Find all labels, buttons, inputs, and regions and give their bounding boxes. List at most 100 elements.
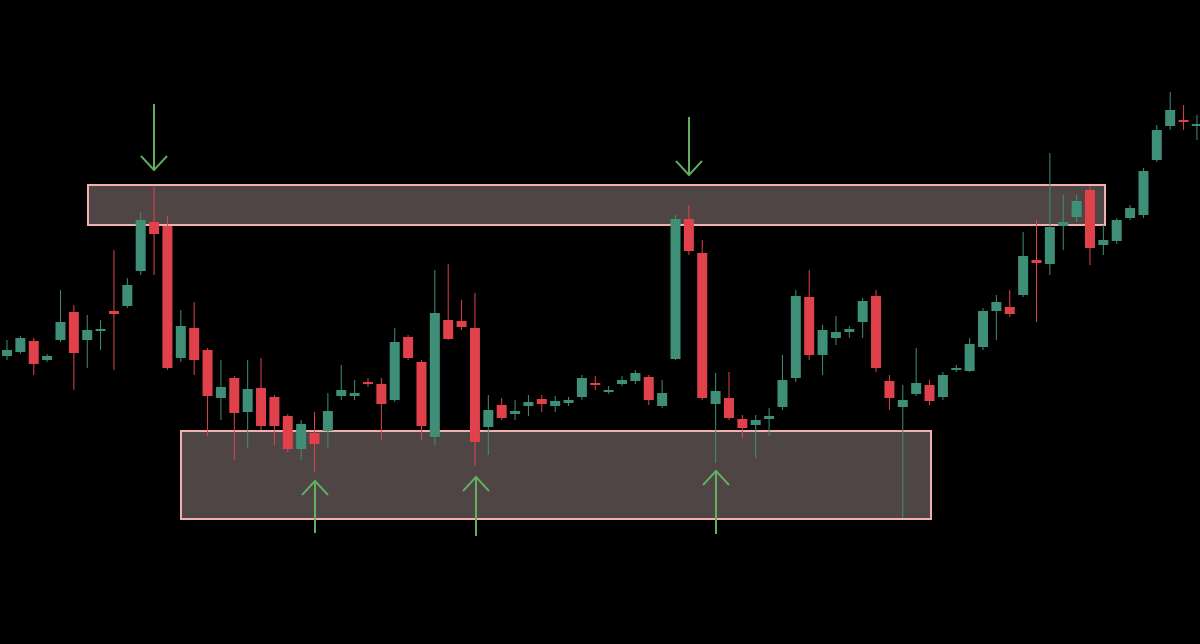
candle-body [697, 253, 708, 398]
candle-body [1058, 222, 1069, 226]
candle-body [951, 368, 962, 370]
candle-body [590, 383, 601, 385]
candle-body [536, 399, 547, 404]
candle-body [28, 341, 39, 364]
candle-body [443, 320, 454, 339]
resistance-zone [87, 184, 1106, 226]
candle-body [175, 326, 186, 358]
candle-body [844, 329, 855, 332]
candle-body [336, 390, 347, 396]
candle-body [496, 405, 507, 418]
candle-body [82, 330, 93, 340]
candle-body [630, 373, 641, 381]
candle-body [403, 337, 414, 358]
candle-body [964, 344, 975, 371]
candle-body [149, 222, 160, 234]
candle-body [322, 411, 333, 431]
candle-body [603, 390, 614, 392]
candle-body [42, 356, 53, 360]
candle-body [563, 400, 574, 403]
candle-body [362, 382, 373, 384]
candle-body [95, 329, 106, 331]
candle-body [1165, 110, 1176, 126]
down-arrow [675, 117, 703, 177]
candle-body [510, 411, 521, 414]
candle-body [282, 416, 293, 449]
down-arrow [140, 104, 168, 172]
candle-body [790, 296, 801, 378]
candle-body [723, 398, 734, 418]
candle-body [857, 301, 868, 322]
candle-body [871, 296, 882, 368]
candle-body [937, 375, 948, 397]
candle-body [55, 322, 66, 340]
arrows [140, 104, 730, 536]
candle-body [911, 383, 922, 394]
candle-body [617, 380, 628, 384]
candle-body [1138, 171, 1149, 215]
candle-body [1125, 208, 1136, 218]
candle-body [576, 378, 587, 397]
candle-body [483, 410, 494, 427]
candle-body [710, 391, 721, 404]
candle-body [108, 311, 119, 314]
candle-body [830, 332, 841, 338]
candle-body [897, 400, 908, 407]
candle-body [1044, 227, 1055, 264]
candle-body [924, 385, 935, 401]
candle-body [256, 388, 267, 426]
candle-body [1111, 220, 1122, 241]
candle-body [884, 381, 895, 398]
candle-body [1084, 190, 1095, 248]
candle-body [269, 397, 280, 426]
candle-body [777, 380, 788, 407]
candle-body [991, 302, 1002, 311]
candle-body [737, 419, 748, 428]
candle-body [416, 362, 427, 426]
candle-body [523, 402, 534, 406]
candle-body [309, 433, 320, 444]
candle-body [162, 226, 173, 368]
candle-body [135, 220, 146, 271]
up-arrow [301, 479, 329, 533]
candles [2, 92, 1200, 518]
candle-body [670, 219, 681, 359]
candle-body [2, 350, 12, 356]
candle-body [229, 378, 240, 413]
candle-body [122, 285, 133, 306]
up-arrow [702, 469, 730, 534]
candle-body [683, 219, 694, 251]
candle-body [1031, 260, 1042, 263]
candle-body [242, 389, 253, 412]
candle-body [15, 338, 26, 352]
candle-body [349, 393, 360, 396]
candle-body [389, 342, 400, 400]
candle-body [764, 416, 775, 419]
candle-body [643, 377, 654, 400]
candle-body [376, 384, 387, 404]
support-zone [180, 430, 932, 520]
candle-body [189, 328, 200, 360]
candle-body [429, 313, 440, 437]
candle-body [657, 393, 668, 406]
candle-body [202, 350, 213, 396]
candle-body [1018, 256, 1029, 295]
candle-body [750, 420, 761, 425]
candle-body [1151, 130, 1162, 160]
candle-body [1098, 240, 1109, 245]
candle-body [550, 401, 561, 406]
candle-body [817, 330, 828, 355]
candle-body [1191, 124, 1200, 126]
candle-body [68, 312, 79, 353]
candle-body [1178, 120, 1189, 122]
candle-body [1004, 307, 1015, 314]
candle-body [296, 424, 307, 449]
candle-body [978, 311, 989, 347]
candle-body [804, 297, 815, 355]
candle-body [456, 321, 467, 327]
candle-body [215, 387, 226, 398]
candle-body [469, 328, 480, 442]
